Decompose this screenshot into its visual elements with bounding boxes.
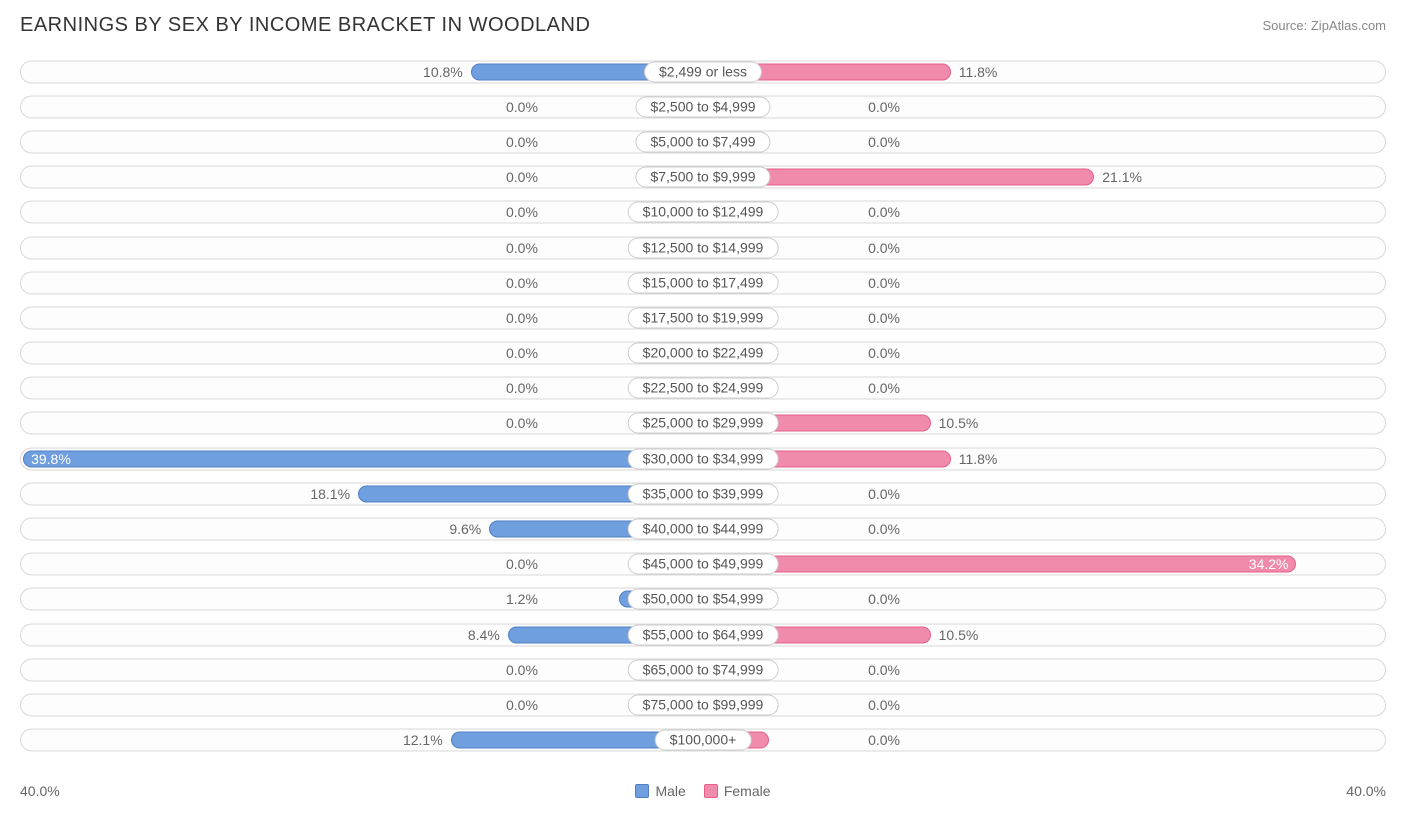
chart-row: $30,000 to $34,999 39.8% 11.8% — [20, 442, 1386, 475]
row-label-pill: $25,000 to $29,999 — [628, 413, 779, 434]
female-pct-label: 0.0% — [868, 99, 900, 115]
male-pct-label: 0.0% — [506, 662, 538, 678]
row-label-pill: $100,000+ — [655, 730, 752, 751]
chart-row: $12,500 to $14,999 0.0% 0.0% — [20, 231, 1386, 264]
female-pct-label: 0.0% — [868, 486, 900, 502]
female-pct-label: 0.0% — [868, 310, 900, 326]
chart-row: $20,000 to $22,499 0.0% 0.0% — [20, 337, 1386, 370]
female-pct-label: 0.0% — [868, 134, 900, 150]
legend-male: Male — [635, 783, 685, 799]
chart-footer: 40.0% Male Female 40.0% — [20, 783, 1386, 799]
female-pct-label: 0.0% — [868, 380, 900, 396]
female-pct-label: 21.1% — [1102, 169, 1142, 185]
female-pct-label: 10.5% — [939, 627, 979, 643]
legend: Male Female — [635, 783, 770, 799]
male-pct-label: 0.0% — [506, 240, 538, 256]
axis-left-label: 40.0% — [20, 783, 60, 799]
row-label-pill: $30,000 to $34,999 — [628, 448, 779, 469]
chart-row: $100,000+ 12.1% 0.0% — [20, 724, 1386, 757]
female-pct-label: 34.2% — [1249, 556, 1289, 572]
female-pct-label: 0.0% — [868, 521, 900, 537]
male-pct-label: 0.0% — [506, 697, 538, 713]
male-pct-label: 9.6% — [449, 521, 481, 537]
row-label-pill: $40,000 to $44,999 — [628, 519, 779, 540]
female-pct-label: 0.0% — [868, 345, 900, 361]
row-label-pill: $2,499 or less — [644, 61, 762, 82]
female-pct-label: 10.5% — [939, 415, 979, 431]
chart-row: $55,000 to $64,999 8.4% 10.5% — [20, 618, 1386, 651]
chart-row: $50,000 to $54,999 1.2% 0.0% — [20, 583, 1386, 616]
chart-title: EARNINGS BY SEX BY INCOME BRACKET IN WOO… — [20, 14, 590, 37]
row-label-pill: $22,500 to $24,999 — [628, 378, 779, 399]
female-pct-label: 0.0% — [868, 204, 900, 220]
chart-row: $75,000 to $99,999 0.0% 0.0% — [20, 688, 1386, 721]
axis-right-label: 40.0% — [1346, 783, 1386, 799]
female-pct-label: 0.0% — [868, 697, 900, 713]
chart-row: $7,500 to $9,999 0.0% 21.1% — [20, 161, 1386, 194]
male-pct-label: 0.0% — [506, 380, 538, 396]
row-label-pill: $2,500 to $4,999 — [635, 96, 770, 117]
chart-row: $10,000 to $12,499 0.0% 0.0% — [20, 196, 1386, 229]
female-pct-label: 0.0% — [868, 275, 900, 291]
row-label-pill: $7,500 to $9,999 — [635, 167, 770, 188]
legend-female: Female — [704, 783, 771, 799]
female-pct-label: 0.0% — [868, 662, 900, 678]
row-label-pill: $5,000 to $7,499 — [635, 131, 770, 152]
chart-row: $22,500 to $24,999 0.0% 0.0% — [20, 372, 1386, 405]
male-pct-label: 0.0% — [506, 134, 538, 150]
chart-header: EARNINGS BY SEX BY INCOME BRACKET IN WOO… — [0, 0, 1406, 47]
female-pct-label: 0.0% — [868, 240, 900, 256]
chart-row: $5,000 to $7,499 0.0% 0.0% — [20, 125, 1386, 158]
row-label-pill: $17,500 to $19,999 — [628, 307, 779, 328]
chart-row: $45,000 to $49,999 0.0% 34.2% — [20, 548, 1386, 581]
chart-row: $2,499 or less 10.8% 11.8% — [20, 55, 1386, 88]
row-label-pill: $10,000 to $12,499 — [628, 202, 779, 223]
chart-row: $2,500 to $4,999 0.0% 0.0% — [20, 90, 1386, 123]
female-pct-label: 0.0% — [868, 732, 900, 748]
chart-row: $15,000 to $17,499 0.0% 0.0% — [20, 266, 1386, 299]
male-bar — [23, 450, 703, 467]
female-pct-label: 11.8% — [959, 64, 998, 80]
male-pct-label: 18.1% — [310, 486, 350, 502]
legend-female-label: Female — [724, 783, 771, 799]
chart-body: $2,499 or less 10.8% 11.8% $2,500 to $4,999… — [0, 47, 1406, 757]
chart-row: $65,000 to $74,999 0.0% 0.0% — [20, 653, 1386, 686]
male-pct-label: 39.8% — [31, 451, 71, 467]
row-label-pill: $75,000 to $99,999 — [628, 694, 779, 715]
chart-row: $40,000 to $44,999 9.6% 0.0% — [20, 512, 1386, 545]
row-label-pill: $50,000 to $54,999 — [628, 589, 779, 610]
male-pct-label: 0.0% — [506, 556, 538, 572]
male-pct-label: 0.0% — [506, 310, 538, 326]
chart-row: $25,000 to $29,999 0.0% 10.5% — [20, 407, 1386, 440]
male-pct-label: 0.0% — [506, 415, 538, 431]
female-bar — [703, 556, 1296, 573]
legend-male-swatch — [635, 784, 649, 798]
chart-source: Source: ZipAtlas.com — [1262, 18, 1386, 33]
chart-row: $17,500 to $19,999 0.0% 0.0% — [20, 301, 1386, 334]
row-label-pill: $15,000 to $17,499 — [628, 272, 779, 293]
male-pct-label: 1.2% — [506, 591, 538, 607]
female-pct-label: 0.0% — [868, 591, 900, 607]
row-label-pill: $45,000 to $49,999 — [628, 554, 779, 575]
row-label-pill: $12,500 to $14,999 — [628, 237, 779, 258]
chart-row: $35,000 to $39,999 18.1% 0.0% — [20, 477, 1386, 510]
male-pct-label: 0.0% — [506, 99, 538, 115]
row-label-pill: $35,000 to $39,999 — [628, 483, 779, 504]
male-pct-label: 12.1% — [403, 732, 443, 748]
female-pct-label: 11.8% — [959, 451, 998, 467]
male-pct-label: 0.0% — [506, 204, 538, 220]
male-pct-label: 0.0% — [506, 169, 538, 185]
male-pct-label: 0.0% — [506, 275, 538, 291]
male-pct-label: 0.0% — [506, 345, 538, 361]
row-label-pill: $55,000 to $64,999 — [628, 624, 779, 645]
legend-male-label: Male — [655, 783, 685, 799]
legend-female-swatch — [704, 784, 718, 798]
male-pct-label: 10.8% — [423, 64, 463, 80]
row-label-pill: $65,000 to $74,999 — [628, 659, 779, 680]
row-label-pill: $20,000 to $22,499 — [628, 343, 779, 364]
male-pct-label: 8.4% — [468, 627, 500, 643]
